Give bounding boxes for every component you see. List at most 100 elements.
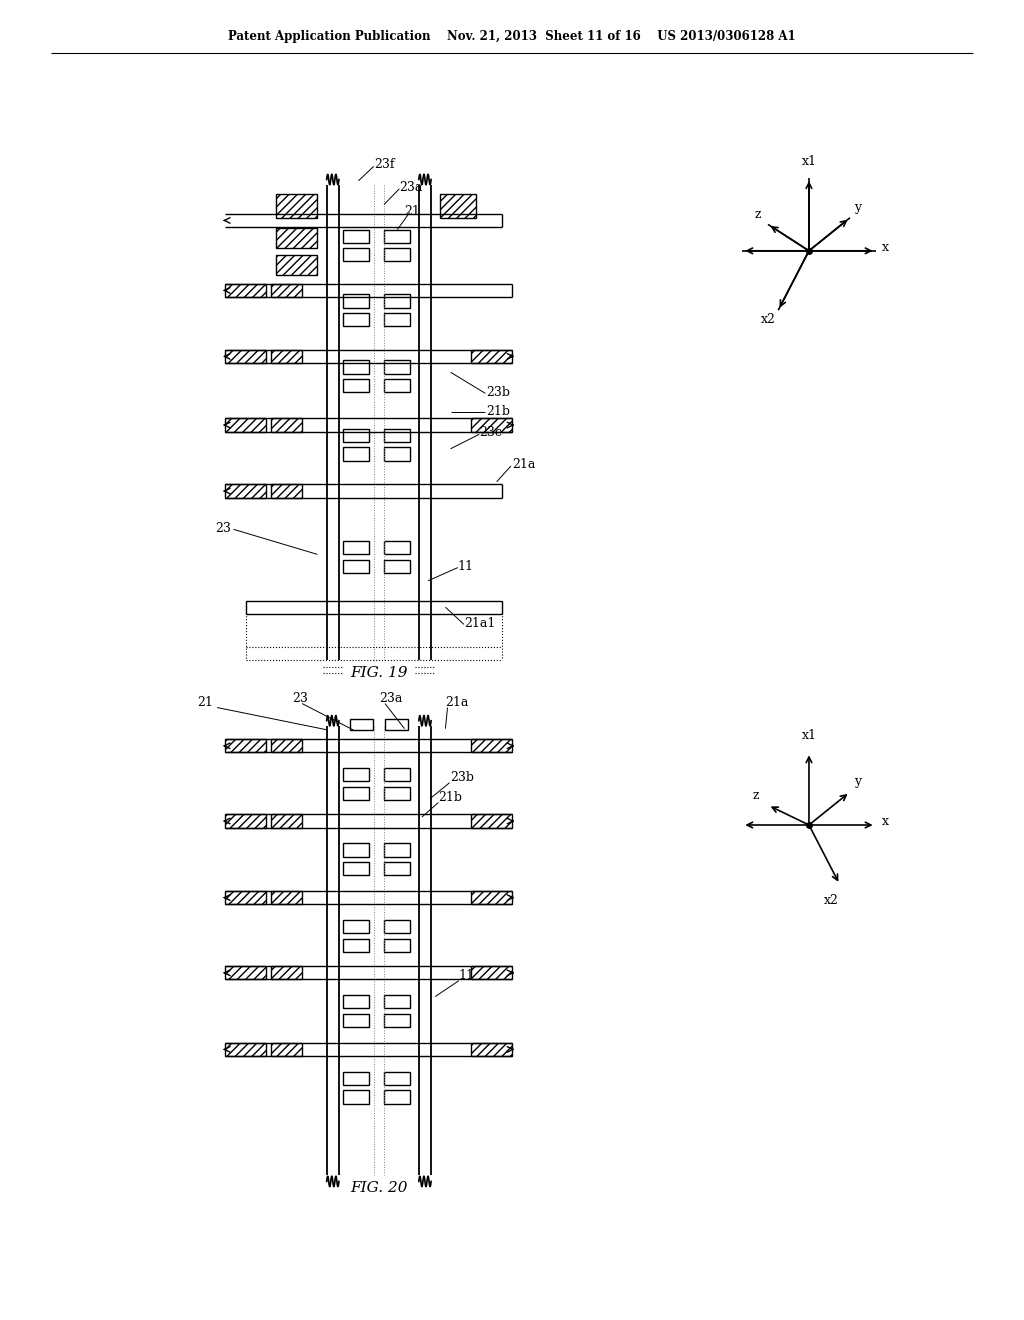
Text: 21: 21 xyxy=(404,205,421,218)
Bar xyxy=(384,768,410,781)
Text: z: z xyxy=(753,788,759,801)
Bar xyxy=(225,1043,266,1056)
Bar xyxy=(384,1090,410,1104)
Text: x1: x1 xyxy=(802,729,816,742)
Bar xyxy=(384,248,410,261)
Bar xyxy=(225,418,266,432)
Bar xyxy=(343,995,369,1008)
Bar xyxy=(271,966,302,979)
Text: 23c: 23c xyxy=(479,426,502,440)
Text: z: z xyxy=(755,207,761,220)
Text: 23: 23 xyxy=(215,521,231,535)
Text: 23f: 23f xyxy=(374,158,394,172)
Text: FIG. 20: FIG. 20 xyxy=(350,1181,408,1195)
Text: x2: x2 xyxy=(824,894,839,907)
Text: 21: 21 xyxy=(198,696,214,709)
Bar xyxy=(343,230,369,243)
Bar xyxy=(225,484,266,498)
Bar xyxy=(384,843,410,857)
Bar xyxy=(271,891,302,904)
Bar xyxy=(343,939,369,952)
Text: Patent Application Publication    Nov. 21, 2013  Sheet 11 of 16    US 2013/03061: Patent Application Publication Nov. 21, … xyxy=(228,30,796,44)
Bar xyxy=(384,787,410,800)
Text: x2: x2 xyxy=(761,313,775,326)
Bar xyxy=(271,284,302,297)
Text: y: y xyxy=(855,775,861,788)
Bar xyxy=(343,447,369,461)
Bar xyxy=(343,294,369,308)
Bar xyxy=(225,350,266,363)
Text: 21a: 21a xyxy=(512,458,536,471)
Bar xyxy=(385,719,408,730)
Bar xyxy=(384,939,410,952)
Bar xyxy=(343,379,369,392)
Bar xyxy=(384,230,410,243)
Bar xyxy=(343,541,369,554)
Bar xyxy=(471,1043,512,1056)
Bar xyxy=(343,843,369,857)
Bar xyxy=(343,248,369,261)
Bar xyxy=(343,429,369,442)
Bar xyxy=(343,1090,369,1104)
Text: 21b: 21b xyxy=(438,791,462,804)
Bar xyxy=(276,194,317,218)
Bar xyxy=(276,255,317,275)
Bar xyxy=(343,1014,369,1027)
Bar xyxy=(384,294,410,308)
Text: 23: 23 xyxy=(292,692,308,705)
Bar xyxy=(343,787,369,800)
Text: 21b: 21b xyxy=(486,405,510,418)
Bar xyxy=(471,418,512,432)
Bar xyxy=(271,418,302,432)
Bar xyxy=(225,284,266,297)
Bar xyxy=(384,379,410,392)
Bar xyxy=(350,719,373,730)
Bar xyxy=(271,739,302,752)
Bar xyxy=(471,814,512,828)
Bar xyxy=(471,891,512,904)
Text: 21a1: 21a1 xyxy=(464,616,496,630)
Text: 23a: 23a xyxy=(399,181,423,194)
Text: x: x xyxy=(883,240,889,253)
Bar xyxy=(225,739,266,752)
Bar xyxy=(384,1072,410,1085)
Bar xyxy=(384,560,410,573)
Bar xyxy=(384,995,410,1008)
Text: y: y xyxy=(855,201,861,214)
Bar xyxy=(225,814,266,828)
Text: FIG. 19: FIG. 19 xyxy=(350,667,408,680)
Bar xyxy=(440,194,476,218)
Text: x: x xyxy=(883,814,889,828)
Bar xyxy=(471,350,512,363)
Bar xyxy=(225,966,266,979)
Text: x1: x1 xyxy=(802,154,816,168)
Bar xyxy=(384,862,410,875)
Text: 11: 11 xyxy=(459,969,475,982)
Bar xyxy=(384,360,410,374)
Bar xyxy=(384,1014,410,1027)
Bar xyxy=(276,228,317,248)
Text: 11: 11 xyxy=(458,560,474,573)
Bar xyxy=(471,966,512,979)
Bar xyxy=(384,429,410,442)
Bar xyxy=(343,862,369,875)
Bar xyxy=(343,313,369,326)
Text: 23b: 23b xyxy=(451,771,474,784)
Bar xyxy=(471,739,512,752)
Text: 23a: 23a xyxy=(379,692,402,705)
Bar xyxy=(384,920,410,933)
Bar xyxy=(271,350,302,363)
Bar xyxy=(271,484,302,498)
Bar xyxy=(343,1072,369,1085)
Bar xyxy=(271,814,302,828)
Bar xyxy=(343,920,369,933)
Bar xyxy=(343,768,369,781)
Bar xyxy=(343,360,369,374)
Bar xyxy=(343,560,369,573)
Text: 23b: 23b xyxy=(486,385,510,399)
Bar xyxy=(384,541,410,554)
Bar xyxy=(225,891,266,904)
Bar xyxy=(271,1043,302,1056)
Text: 21a: 21a xyxy=(445,696,469,709)
Bar xyxy=(384,447,410,461)
